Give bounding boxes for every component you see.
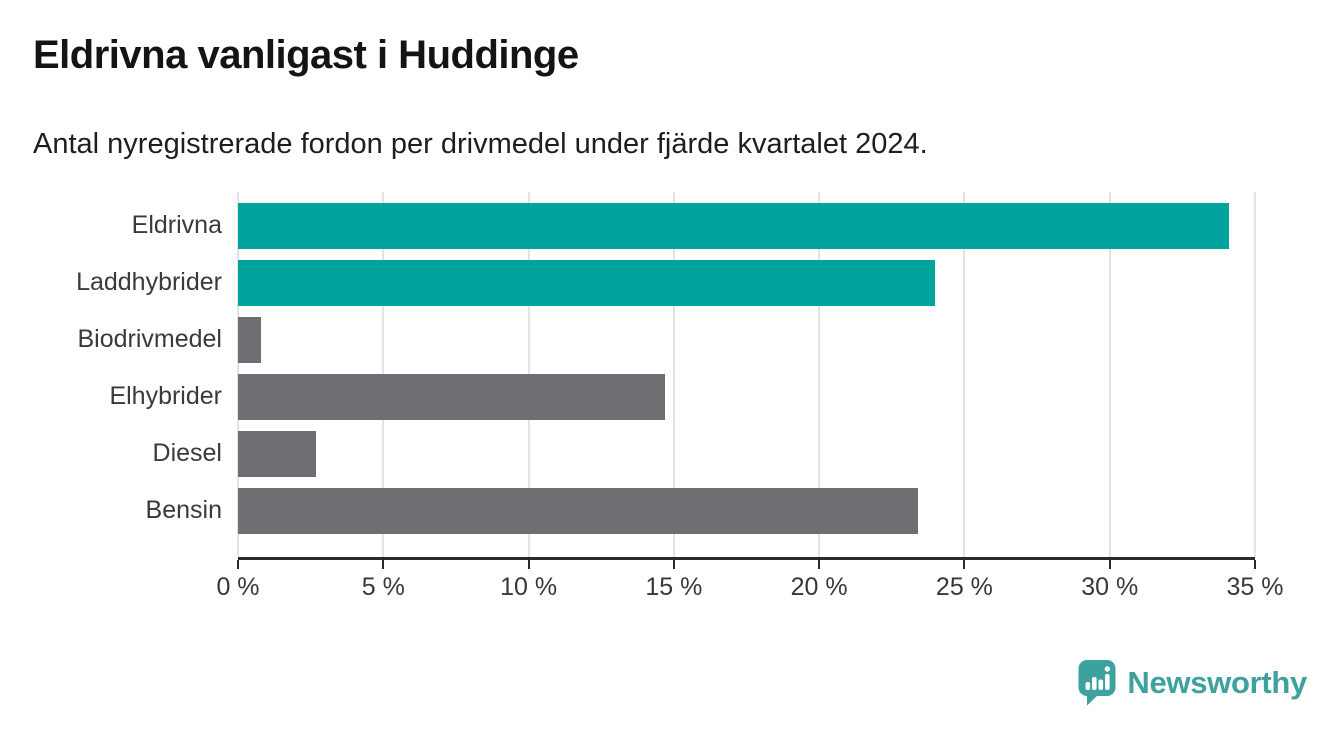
chart-row: Eldrivna bbox=[0, 197, 1340, 254]
axis-tick bbox=[1254, 560, 1256, 569]
category-label: Bensin bbox=[145, 496, 222, 524]
gridline bbox=[1254, 192, 1256, 557]
bar-rows: Eldrivna Laddhybrider Biodrivmedel Elhybrid… bbox=[0, 197, 1340, 539]
axis-tick bbox=[1108, 560, 1111, 569]
chart-row: Laddhybrider bbox=[0, 254, 1340, 311]
page-subtitle: Antal nyregistrerade fordon per drivmede… bbox=[33, 128, 928, 160]
bar-chart: Eldrivna Laddhybrider Biodrivmedel Elhybrid… bbox=[0, 192, 1340, 612]
bar-track bbox=[238, 373, 1255, 420]
axis-tick bbox=[237, 560, 239, 569]
category-label: Elhybrider bbox=[109, 382, 222, 410]
bar-track bbox=[238, 316, 1255, 363]
category-label: Laddhybrider bbox=[76, 268, 222, 296]
page-title: Eldrivna vanligast i Huddinge bbox=[33, 33, 579, 77]
axis-tick bbox=[963, 560, 966, 569]
axis-tick bbox=[527, 560, 530, 569]
bar-track bbox=[238, 487, 1255, 534]
gridline bbox=[963, 192, 966, 557]
category-label: Diesel bbox=[152, 439, 222, 467]
bar-laddhybrider bbox=[238, 259, 936, 306]
gridline bbox=[1108, 192, 1111, 557]
chart-row: Bensin bbox=[0, 482, 1340, 539]
axis-tick-label: 0 % bbox=[216, 573, 260, 601]
bar-track bbox=[238, 202, 1255, 249]
brand-footer: Newsworthy bbox=[1077, 659, 1307, 707]
axis-tick-label: 15 % bbox=[645, 573, 703, 601]
bar-track bbox=[238, 430, 1255, 477]
bar-track bbox=[238, 259, 1255, 306]
axis-tick bbox=[672, 560, 675, 569]
bar-biodrivmedel bbox=[238, 316, 262, 363]
gridline bbox=[818, 192, 821, 557]
gridline bbox=[672, 192, 675, 557]
chart-row: Diesel bbox=[0, 425, 1340, 482]
speech-bubble-bar-chart-icon bbox=[1078, 660, 1116, 706]
axis-tick-label: 10 % bbox=[500, 573, 558, 601]
category-label: Biodrivmedel bbox=[77, 325, 222, 353]
axis-tick-label: 25 % bbox=[935, 573, 993, 601]
axis-tick-label: 5 % bbox=[361, 573, 405, 601]
axis-tick bbox=[382, 560, 385, 569]
axis-tick-label: 35 % bbox=[1226, 573, 1284, 601]
axis-tick-label: 30 % bbox=[1081, 573, 1139, 601]
axis-tick bbox=[818, 560, 821, 569]
x-axis: 0 % 5 % 10 % 15 % 20 % 25 % 30 % 35 % bbox=[216, 557, 1283, 601]
bar-eldrivna bbox=[238, 202, 1229, 249]
category-label: Eldrivna bbox=[131, 211, 222, 239]
brand-name: Newsworthy bbox=[1127, 665, 1307, 700]
axis-tick-label: 20 % bbox=[790, 573, 848, 601]
chart-row: Elhybrider bbox=[0, 368, 1340, 425]
bar-elhybrider bbox=[238, 373, 666, 420]
bar-bensin bbox=[238, 487, 918, 534]
chart-row: Biodrivmedel bbox=[0, 311, 1340, 368]
bar-diesel bbox=[238, 430, 317, 477]
